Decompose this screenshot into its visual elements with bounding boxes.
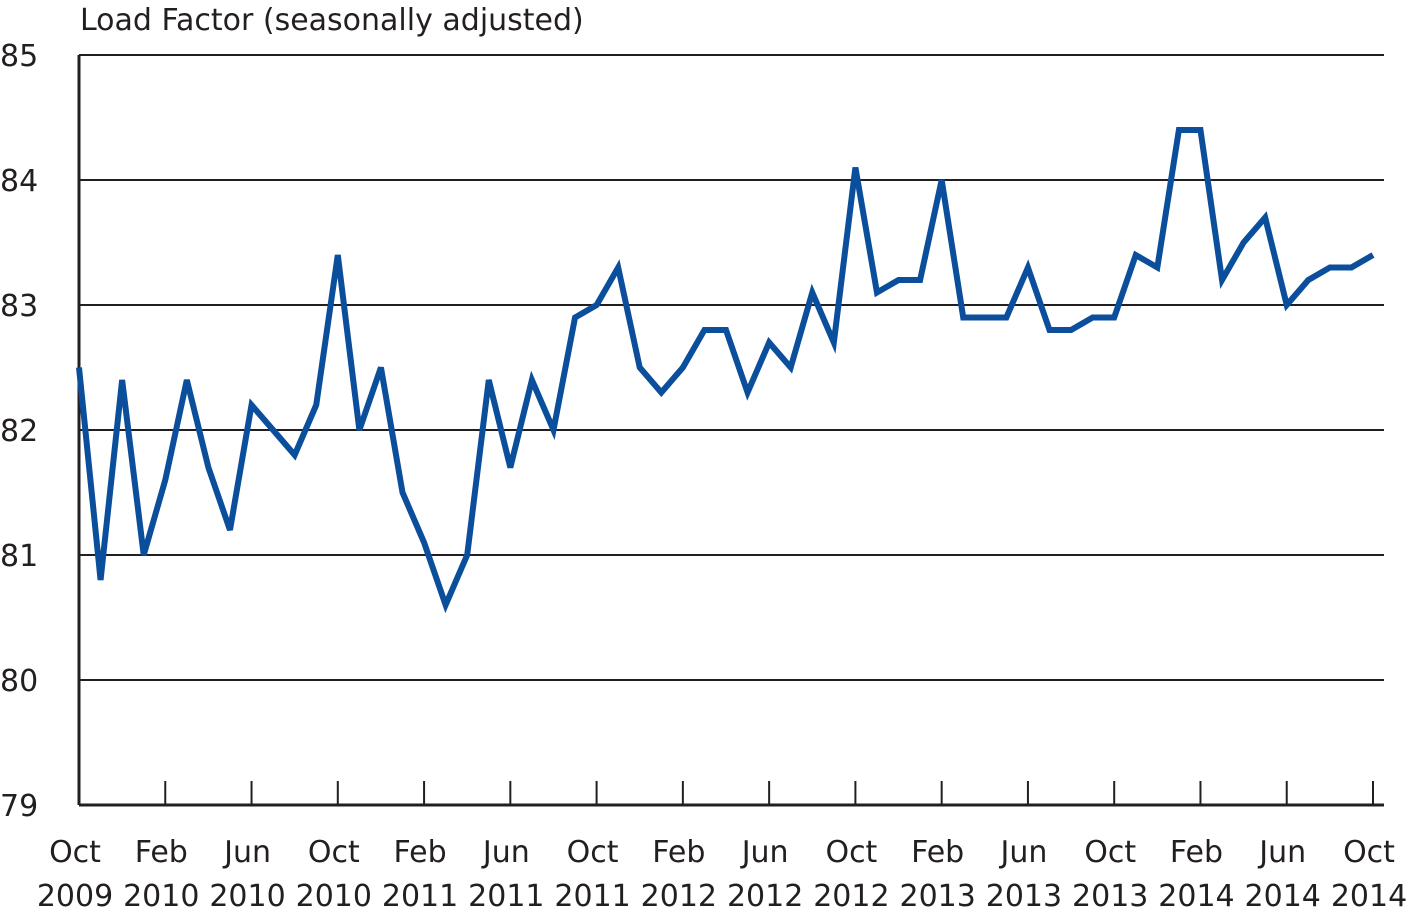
x-tick-year: 2012 xyxy=(641,879,717,914)
x-tick-month: Oct xyxy=(308,835,360,870)
x-tick-year: 2011 xyxy=(554,879,630,914)
y-tick-label: 83 xyxy=(0,289,38,324)
x-tick-year: 2011 xyxy=(468,879,544,914)
x-tick-month: Jun xyxy=(740,835,789,870)
y-tick-label: 79 xyxy=(0,789,38,824)
y-axis-title: Load Factor (seasonally adjusted) xyxy=(80,3,584,38)
y-tick-label: 81 xyxy=(0,539,38,574)
y-tick-label: 80 xyxy=(0,664,38,699)
x-tick-month: Jun xyxy=(481,835,530,870)
x-tick-month: Feb xyxy=(394,835,447,870)
x-tick-month: Oct xyxy=(825,835,877,870)
x-tick-year: 2010 xyxy=(123,879,199,914)
x-tick-year: 2012 xyxy=(727,879,803,914)
x-tick-month: Oct xyxy=(567,835,619,870)
x-tick-month: Oct xyxy=(49,835,101,870)
x-tick-month: Feb xyxy=(911,835,964,870)
x-tick-month: Jun xyxy=(998,835,1047,870)
x-tick-month: Feb xyxy=(135,835,188,870)
x-tick-month: Feb xyxy=(652,835,705,870)
x-tick-month: Feb xyxy=(1170,835,1223,870)
y-tick-label: 84 xyxy=(0,164,38,199)
x-tick-month: Oct xyxy=(1343,835,1395,870)
x-tick-year: 2012 xyxy=(813,879,889,914)
series xyxy=(76,127,1375,614)
x-tick-year: 2010 xyxy=(209,879,285,914)
x-tick-month: Jun xyxy=(1257,835,1306,870)
x-tick-year: 2010 xyxy=(296,879,372,914)
x-tick-month: Jun xyxy=(222,835,271,870)
x-tick-year: 2013 xyxy=(899,879,975,914)
series-line-0 xyxy=(76,127,1375,614)
x-tick-year: 2013 xyxy=(986,879,1062,914)
y-tick-label: 82 xyxy=(0,414,38,449)
x-tick-year: 2014 xyxy=(1158,879,1234,914)
axes xyxy=(77,55,1384,807)
x-tick-year: 2013 xyxy=(1072,879,1148,914)
y-tick-labels: 79 80 81 82 83 84 85 xyxy=(0,39,38,824)
y-tick-label: 85 xyxy=(0,39,38,74)
x-tick-year: 2014 xyxy=(1331,879,1407,914)
x-tick-year: 2011 xyxy=(382,879,458,914)
x-tick-year: 2014 xyxy=(1245,879,1321,914)
x-tick-labels: Oct 2009 Feb 2010 Jun 2010 Oct 2010 Feb 2011 Jun 20… xyxy=(37,835,1407,914)
x-tick-year: 2009 xyxy=(37,879,113,914)
x-tick-month: Oct xyxy=(1084,835,1136,870)
gridlines xyxy=(79,54,1384,681)
